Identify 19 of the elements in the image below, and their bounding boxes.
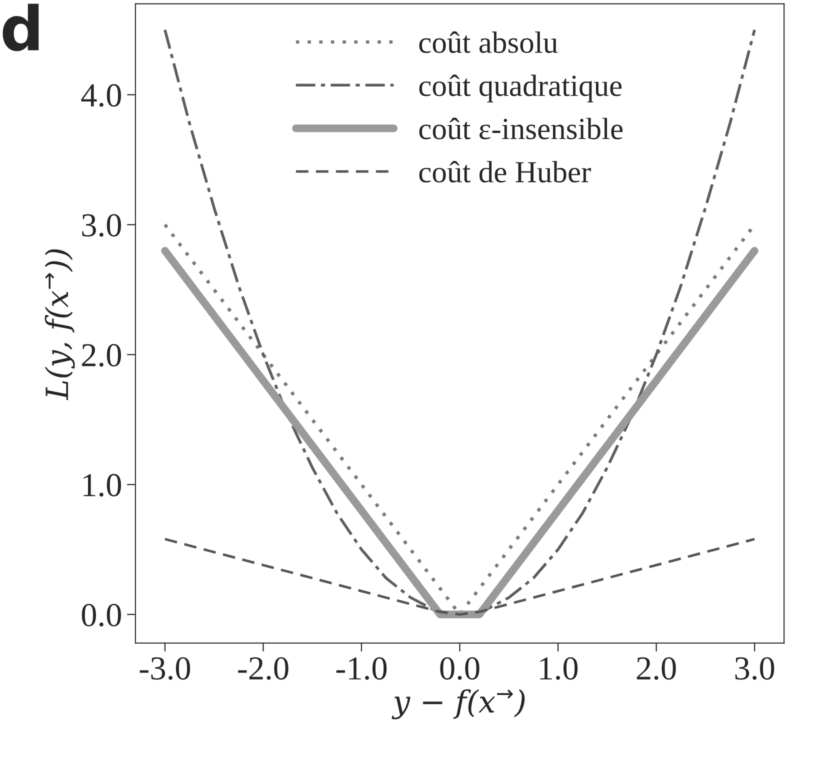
- x-tick-label: 2.0: [636, 657, 676, 680]
- text: d: [2, 4, 39, 52]
- x-tick-label: 3.0: [735, 657, 774, 680]
- legend-label: coût de Huber: [419, 160, 591, 183]
- y-tick-label: 0.0: [82, 604, 121, 626]
- y-tick-label: 2.0: [82, 344, 121, 367]
- x-tick-label: -3.0: [140, 657, 190, 680]
- y-axis-title: L(y, f(x$^{→}$)): [44, 249, 75, 400]
- legend-label: coût quadratique: [419, 74, 622, 102]
- x-tick-label: 0.0: [440, 657, 480, 680]
- x-axis-title: y − f(x$^{→}$): [392, 689, 525, 720]
- y-tick-label: 1.0: [84, 474, 121, 497]
- x-tick-label: -1.0: [336, 657, 387, 680]
- y-tick-label: 4.0: [81, 84, 121, 107]
- legend-label: coût ε-insensible: [419, 118, 623, 140]
- y-tick-label: 3.0: [82, 214, 121, 237]
- x-tick-label: 1.0: [540, 657, 578, 680]
- legend-label: coût absolu: [419, 31, 558, 53]
- x-tick-label: -2.0: [238, 657, 288, 680]
